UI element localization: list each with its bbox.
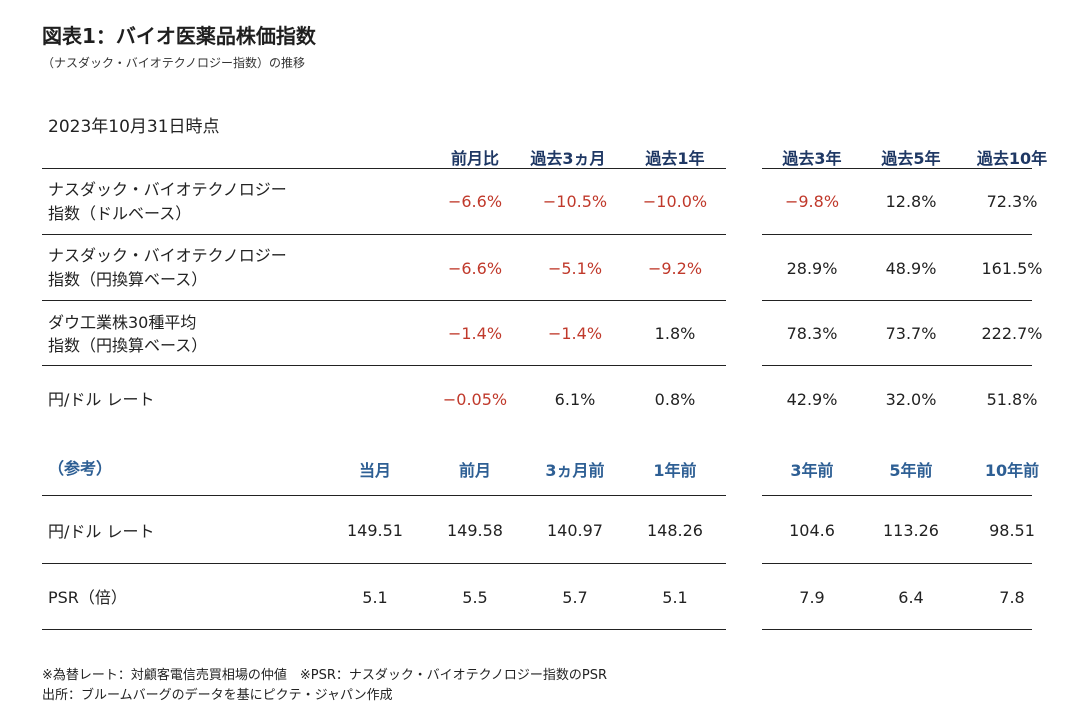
table-cell: 140.97 (547, 521, 603, 540)
row-label: ナスダック・バイオテクノロジー (48, 246, 287, 265)
ref-header-3y: 3年前 (790, 461, 834, 480)
reference-label: （参考） (48, 459, 113, 478)
page-subtitle: （ナスダック・バイオテクノロジー指数）の推移 (42, 56, 306, 70)
table-cell: 5.5 (462, 588, 488, 607)
divider (42, 168, 726, 169)
table-cell: −10.5% (542, 192, 608, 211)
as-of-date: 2023年10月31日時点 (48, 117, 220, 137)
footnote: ※為替レート：対顧客電信売買相場の仲値 ※PSR：ナスダック・バイオテクノロジー… (42, 668, 607, 683)
table-cell: 104.6 (789, 521, 835, 540)
row-label: 指数（円換算ベース） (48, 336, 208, 355)
table-cell: 5.1 (362, 588, 388, 607)
table-cell: 7.8 (999, 588, 1025, 607)
table-cell: −9.2% (647, 259, 703, 278)
divider (762, 563, 1032, 564)
table-cell: 6.1% (554, 390, 596, 409)
divider (762, 234, 1032, 235)
table-cell: 7.9 (799, 588, 825, 607)
table-cell: 113.26 (883, 521, 939, 540)
table-cell: 5.7 (562, 588, 588, 607)
ref-header-10y: 10年前 (984, 461, 1040, 480)
table-cell: 12.8% (885, 192, 937, 211)
table-cell: 73.7% (885, 324, 937, 343)
divider (42, 629, 726, 630)
table-cell: 0.8% (654, 390, 696, 409)
divider (762, 365, 1032, 366)
divider (42, 365, 726, 366)
ref-header-current: 当月 (358, 461, 391, 480)
row-label: ナスダック・バイオテクノロジー (48, 180, 287, 199)
ref-header-1y: 1年前 (653, 461, 697, 480)
table-cell: 149.58 (447, 521, 503, 540)
table-cell: −9.8% (784, 192, 840, 211)
row-label: 指数（円換算ベース） (48, 270, 208, 289)
source-note: 出所：ブルームバーグのデータを基にピクテ・ジャパン作成 (42, 688, 393, 703)
header-1m: 前月比 (450, 149, 499, 168)
divider (42, 495, 726, 496)
header-1y: 過去1年 (645, 149, 705, 168)
divider (42, 563, 726, 564)
table-cell: −6.6% (447, 192, 503, 211)
table-cell: 148.26 (647, 521, 703, 540)
table-cell: −10.0% (642, 192, 708, 211)
divider (42, 234, 726, 235)
table-cell: 78.3% (786, 324, 838, 343)
divider (762, 629, 1032, 630)
table-cell: 6.4 (898, 588, 924, 607)
table-cell: −1.4% (547, 324, 603, 343)
ref-header-5y: 5年前 (889, 461, 933, 480)
table-cell: 98.51 (989, 521, 1035, 540)
table-cell: −6.6% (447, 259, 503, 278)
table-cell: −0.05% (442, 390, 508, 409)
row-label: ダウ工業株30種平均 (48, 313, 197, 332)
table-cell: 222.7% (981, 324, 1043, 343)
divider (762, 300, 1032, 301)
header-3y: 過去3年 (782, 149, 842, 168)
table-cell: 1.8% (654, 324, 696, 343)
divider (42, 300, 726, 301)
table-cell: 48.9% (885, 259, 937, 278)
page-title: 図表1：バイオ医薬品株価指数 (42, 24, 316, 48)
table-cell: 32.0% (885, 390, 937, 409)
table-cell: 51.8% (986, 390, 1038, 409)
header-3m: 過去3ヵ月 (530, 149, 606, 168)
table-cell: 42.9% (786, 390, 838, 409)
ref-header-prev: 前月 (458, 461, 491, 480)
table-cell: 72.3% (986, 192, 1038, 211)
table-cell: −1.4% (447, 324, 503, 343)
table-cell: 28.9% (786, 259, 838, 278)
table-cell: 5.1 (662, 588, 688, 607)
table-cell: −5.1% (547, 259, 603, 278)
table-cell: 161.5% (981, 259, 1043, 278)
header-5y: 過去5年 (881, 149, 941, 168)
header-10y: 過去10年 (976, 149, 1048, 168)
table-cell: 149.51 (347, 521, 403, 540)
ref-header-3m: 3ヵ月前 (545, 461, 605, 480)
divider (762, 168, 1032, 169)
row-label: 円/ドル レート (48, 390, 155, 409)
divider (762, 495, 1032, 496)
row-label: PSR（倍） (48, 588, 127, 607)
row-label: 円/ドル レート (48, 522, 155, 541)
row-label: 指数（ドルベース） (48, 204, 192, 223)
